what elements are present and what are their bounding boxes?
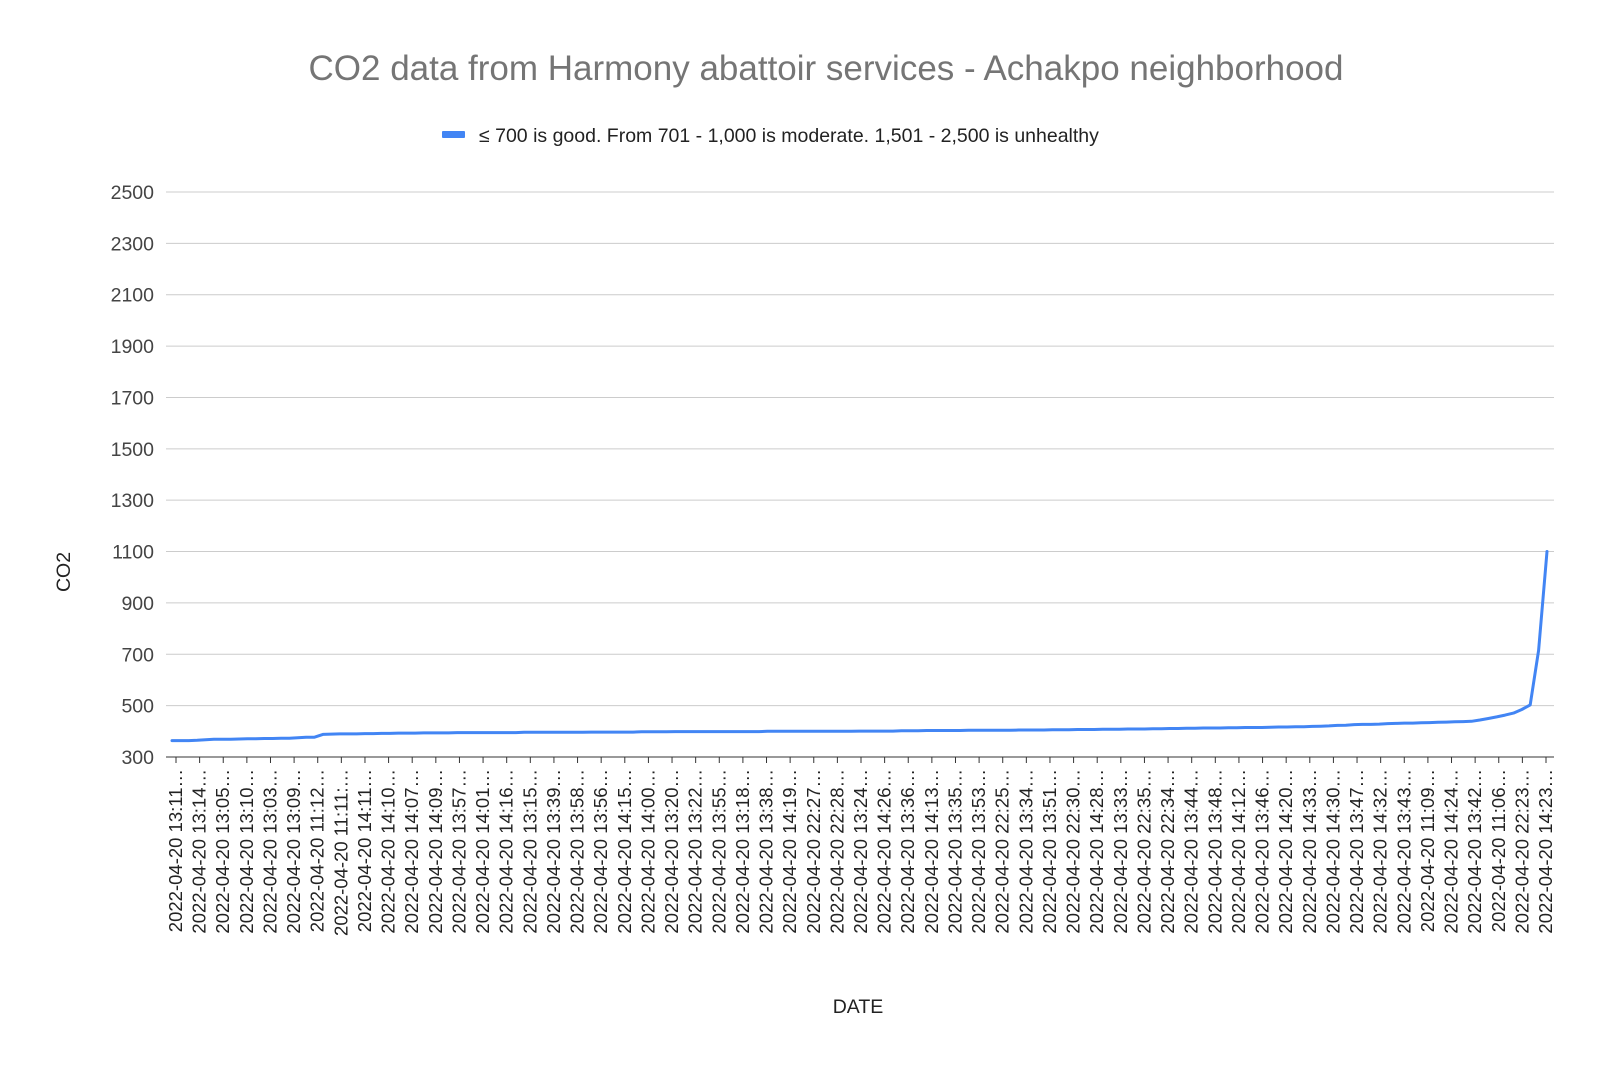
x-tick-label: 2022-04-20 13:36… [897, 769, 918, 934]
x-tick-label: 2022-04-20 13:42… [1464, 769, 1485, 934]
x-tick-label: 2022-04-20 14:19… [779, 769, 800, 934]
x-tick-label: 2022-04-20 13:58… [567, 769, 588, 934]
x-tick-label: 2022-04-20 22:30… [1063, 769, 1084, 934]
y-tick-label: 900 [121, 593, 154, 615]
legend-swatch [442, 131, 465, 138]
x-tick-label: 2022-04-20 13:24… [850, 769, 871, 934]
legend-label: ≤ 700 is good. From 701 - 1,000 is moder… [479, 125, 1099, 147]
x-tick-label: 2022-04-20 13:53… [968, 769, 989, 934]
x-tick-label: 2022-04-20 13:56… [590, 769, 611, 934]
x-tick-label: 2022-04-20 22:25… [992, 769, 1013, 934]
y-tick-label: 1900 [111, 336, 155, 358]
x-tick-label: 2022-04-20 13:18… [732, 769, 753, 934]
x-tick-label: 2022-04-20 13:48… [1204, 769, 1225, 934]
x-tick-label: 2022-04-20 13:22… [685, 769, 706, 934]
x-tick-label: 2022-04-20 11:12… [307, 769, 328, 932]
x-tick-label: 2022-04-20 11:09… [1417, 769, 1438, 932]
x-tick-label: 2022-04-20 13:15… [519, 769, 540, 934]
x-tick-label: 2022-04-20 13:38… [756, 769, 777, 934]
x-tick-label: 2022-04-20 22:28… [826, 769, 847, 934]
gridlines [166, 191, 1554, 758]
x-tick-label: 2022-04-20 11:11:… [330, 769, 351, 936]
x-tick-label: 2022-04-20 13:10… [236, 769, 257, 934]
x-tick-label: 2022-04-20 14:07… [401, 769, 422, 934]
x-tick-label: 2022-04-20 13:55… [708, 769, 729, 934]
x-tick-label: 2022-04-20 14:15… [614, 769, 635, 934]
y-tick-label: 2500 [111, 182, 155, 204]
x-tick-label: 2022-04-20 14:24… [1441, 769, 1462, 934]
x-tick-label: 2022-04-20 13:47… [1346, 769, 1367, 934]
x-tick-label: 2022-04-20 14:00… [637, 769, 658, 934]
y-tick-label: 1100 [112, 542, 154, 564]
x-tick-label: 2022-04-20 14:26… [874, 769, 895, 934]
x-tick-label: 2022-04-20 13:44… [1181, 769, 1202, 934]
x-tick-label: 2022-04-20 22:27… [803, 769, 824, 934]
x-tick-label: 2022-04-20 22:23… [1511, 769, 1532, 934]
x-tick-label: 2022-04-20 13:34… [1015, 769, 1036, 934]
x-tick-label: 2022-04-20 13:46… [1252, 769, 1273, 934]
x-tick-label: 2022-04-20 13:33… [1110, 769, 1131, 934]
x-tick-label: 2022-04-20 22:35… [1133, 769, 1154, 934]
y-tick-label: 500 [121, 696, 154, 718]
x-tick-label: 2022-04-20 11:06… [1488, 769, 1509, 932]
x-tick-label: 2022-04-20 14:16… [496, 769, 517, 934]
x-tick-label: 2022-04-20 13:14… [189, 769, 210, 934]
y-tick-label: 2100 [111, 285, 155, 307]
y-tick-label: 1500 [111, 439, 155, 461]
x-tick-label: 2022-04-20 14:01… [472, 769, 493, 934]
x-tick-label: 2022-04-20 14:20… [1275, 769, 1296, 934]
y-tick-label: 700 [121, 644, 154, 666]
x-tick-label: 2022-04-20 14:13… [921, 769, 942, 934]
x-tick-label: 2022-04-20 13:43… [1393, 769, 1414, 934]
x-tick-label: 2022-04-20 13:57… [448, 769, 469, 934]
x-tick-label: 2022-04-20 13:35… [944, 769, 965, 934]
x-tick-label: 2022-04-20 13:05… [212, 769, 233, 934]
chart-title: CO2 data from Harmony abattoir services … [309, 49, 1344, 88]
x-tick-label: 2022-04-20 13:11… [165, 769, 186, 932]
x-tick-label: 2022-04-20 13:20… [661, 769, 682, 934]
x-tick-label: 2022-04-20 13:03… [259, 769, 280, 934]
x-tick-label: 2022-04-20 14:11… [354, 769, 375, 932]
x-tick-label: 2022-04-20 13:51… [1039, 769, 1060, 934]
x-tick-label: 2022-04-20 14:23… [1535, 769, 1556, 934]
x-tick-label: 2022-04-20 13:39… [543, 769, 564, 934]
series-line [170, 550, 1549, 743]
series-layer [170, 550, 1549, 743]
x-axis-title: DATE [833, 996, 884, 1018]
legend: ≤ 700 is good. From 701 - 1,000 is moder… [442, 125, 1099, 147]
y-tick-label: 2300 [111, 233, 155, 255]
x-tick-label: 2022-04-20 14:30… [1322, 769, 1343, 934]
y-tick-label: 1300 [111, 490, 155, 512]
y-tick-label: 1700 [111, 387, 155, 409]
y-tick-label: 300 [121, 747, 154, 769]
x-tick-label: 2022-04-20 13:09… [283, 769, 304, 934]
x-tick-label: 2022-04-20 22:34… [1157, 769, 1178, 934]
x-axis-ticks: 2022-04-20 13:11… 2022-04-20 13:14… 2022-0… [165, 757, 1556, 936]
x-tick-label: 2022-04-20 14:28… [1086, 769, 1107, 934]
x-tick-label: 2022-04-20 14:09… [425, 769, 446, 934]
x-tick-label: 2022-04-20 14:12… [1228, 769, 1249, 934]
y-axis-ticks: 300 500 700 900 1100 1300 1500 1700 1900 2100 2300… [111, 182, 155, 769]
x-tick-label: 2022-04-20 14:10… [378, 769, 399, 934]
x-tick-label: 2022-04-20 14:32… [1370, 769, 1391, 934]
x-tick-label: 2022-04-20 14:33… [1299, 769, 1320, 934]
y-axis-title: CO2 [53, 552, 75, 592]
